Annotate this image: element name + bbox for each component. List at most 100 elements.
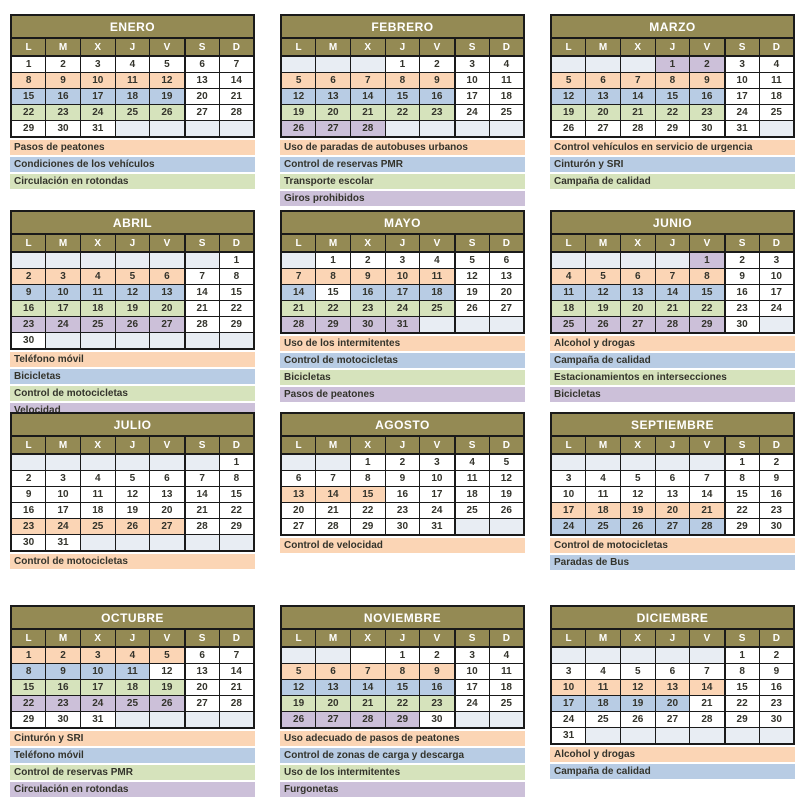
day-cell: 5 (149, 55, 186, 73)
blank-cell (585, 55, 621, 73)
blank-cell (45, 453, 81, 471)
day-cell: 25 (488, 104, 525, 121)
day-cell: 23 (45, 104, 81, 121)
weekday-header: X (349, 628, 386, 648)
day-cell: 16 (10, 300, 47, 317)
day-cell: 6 (184, 646, 220, 664)
day-cell: 2 (758, 453, 795, 471)
day-cell: 5 (114, 470, 151, 487)
day-cell: 31 (550, 727, 587, 745)
legend-list: Cinturón y SRI Teléfono móvil Control de r… (10, 731, 255, 797)
day-cell: 17 (724, 88, 760, 105)
day-cell: 19 (149, 88, 186, 105)
legend-item: Uso adecuado de pasos de peatones (280, 731, 525, 746)
legend-list: Control de motocicletas Paradas de Bus (550, 538, 795, 570)
day-cell: 9 (758, 663, 795, 680)
day-cell: 27 (184, 104, 220, 121)
day-cell: 16 (10, 502, 47, 519)
weekday-header: M (315, 435, 351, 455)
blank-cell (149, 711, 186, 729)
day-cell: 11 (79, 284, 116, 301)
day-cell: 15 (10, 679, 47, 696)
day-cell: 3 (45, 268, 81, 285)
calendar-table: ABRIL L M X J V S D 1 2 3 4 5 6 7 8 9 10 11 12 13 14 15 16 17 18 1… (10, 210, 255, 350)
day-cell: 8 (654, 72, 691, 89)
blank-cell (724, 727, 760, 745)
week-row: 26 27 28 29 30 (280, 711, 525, 729)
blank-cell (79, 453, 116, 471)
day-cell: 18 (488, 88, 525, 105)
calendar-table: OCTUBRE L M X J V S D 1 2 3 4 5 6 7 8 9 10 11 12 13 14 15 16 17 1… (10, 605, 255, 729)
day-cell: 27 (280, 518, 317, 536)
blank-cell (689, 453, 726, 471)
weekday-header: J (384, 435, 421, 455)
week-row: 23 24 25 26 27 28 29 (10, 316, 255, 333)
week-row: 19 20 21 22 23 24 25 (280, 104, 525, 121)
blank-cell (619, 453, 656, 471)
blank-cell (10, 453, 47, 471)
day-cell: 13 (654, 679, 691, 696)
day-cell: 15 (349, 486, 386, 503)
day-cell: 9 (384, 470, 421, 487)
legend-item: Control de motocicletas (280, 353, 525, 368)
blank-cell (585, 727, 621, 745)
day-cell: 24 (550, 518, 587, 536)
blank-cell (654, 727, 691, 745)
blank-cell (550, 453, 587, 471)
week-row: 12 13 14 15 16 17 18 (280, 679, 525, 696)
month-title: AGOSTO (280, 412, 525, 437)
calendar-table: MAYO L M X J V S D 1 2 3 4 5 6 7 8 9 10 11 12 13 14 15 16 17 18 19… (280, 210, 525, 334)
legend-item: Paradas de Bus (550, 555, 795, 570)
blank-cell (114, 534, 151, 552)
blank-cell (654, 453, 691, 471)
weekday-header: M (315, 628, 351, 648)
weekday-header: D (218, 435, 255, 455)
day-cell: 29 (724, 518, 760, 536)
day-cell: 23 (384, 502, 421, 519)
weekday-header: L (550, 37, 587, 57)
weekday-header: D (488, 628, 525, 648)
day-cell: 7 (218, 646, 255, 664)
week-row: 17 18 19 20 21 22 23 (550, 695, 795, 712)
day-cell: 4 (585, 470, 621, 487)
day-cell: 15 (654, 88, 691, 105)
weekday-header: L (280, 628, 317, 648)
day-cell: 4 (585, 663, 621, 680)
weekday-header: X (619, 37, 656, 57)
day-cell: 19 (114, 502, 151, 519)
day-cell: 28 (184, 316, 220, 333)
weekday-header: M (45, 233, 81, 253)
day-cell: 26 (454, 300, 490, 317)
legend-item: Control de motocicletas (10, 386, 255, 401)
weekday-header: D (758, 233, 795, 253)
week-row: 18 19 20 21 22 23 24 (550, 300, 795, 317)
day-cell: 1 (384, 55, 421, 73)
day-cell: 1 (654, 55, 691, 73)
blank-cell (280, 55, 317, 73)
day-cell: 4 (419, 251, 456, 269)
day-cell: 31 (384, 316, 421, 334)
day-cell: 31 (419, 518, 456, 536)
day-cell: 5 (619, 470, 656, 487)
legend-item: Teléfono móvil (10, 352, 255, 367)
day-cell: 13 (654, 486, 691, 503)
legend-item: Pasos de peatones (280, 387, 525, 402)
day-cell: 8 (349, 470, 386, 487)
day-cell: 21 (349, 695, 386, 712)
blank-cell (149, 534, 186, 552)
day-cell: 21 (689, 502, 726, 519)
day-cell: 26 (619, 518, 656, 536)
calendar-table: ENERO L M X J V S D 1 2 3 4 5 6 7 8 9 10 11 12 13 14 15 16 17 18 1… (10, 14, 255, 138)
day-cell: 30 (758, 518, 795, 536)
legend-list: Control vehículos en servicio de urgenci… (550, 140, 795, 189)
blank-cell (419, 120, 456, 138)
blank-cell (619, 55, 656, 73)
day-cell: 25 (758, 104, 795, 121)
day-cell: 15 (724, 486, 760, 503)
legend-item: Uso de los intermitentes (280, 765, 525, 780)
day-cell: 5 (280, 663, 317, 680)
week-row: 8 9 10 11 12 13 14 (10, 663, 255, 680)
day-cell: 24 (454, 695, 490, 712)
